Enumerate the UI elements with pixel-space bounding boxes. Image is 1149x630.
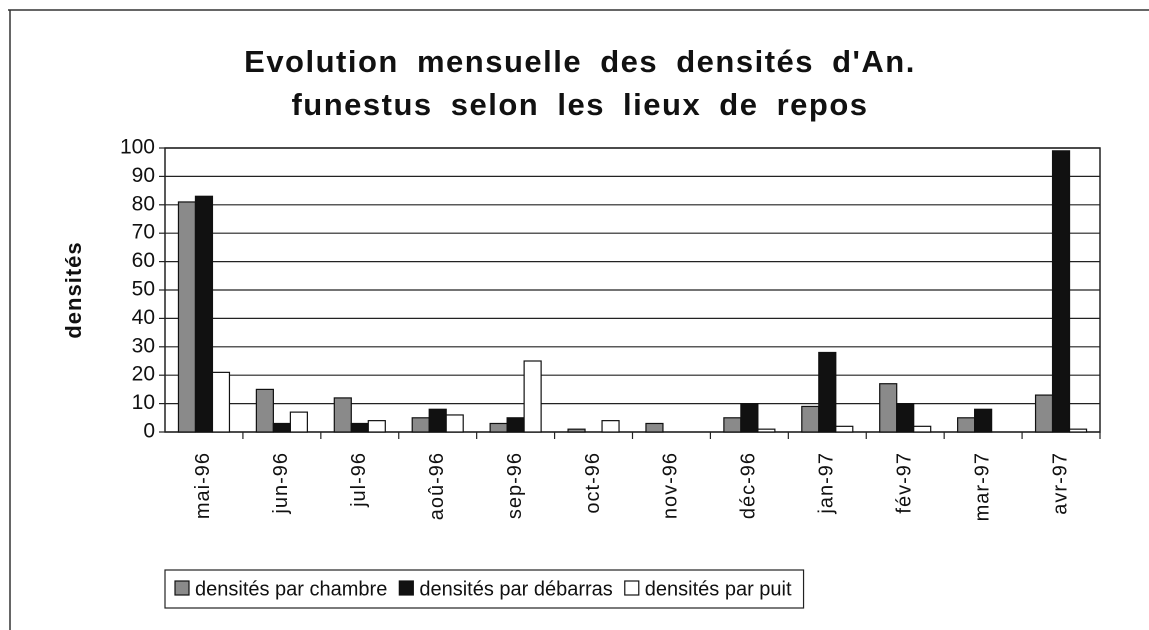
bar — [801, 405, 820, 433]
bar — [835, 425, 854, 433]
legend-swatch — [174, 580, 190, 596]
y-tick-label: 70 — [132, 221, 155, 244]
bar — [350, 422, 369, 433]
x-tick-label: fév-97 — [893, 452, 915, 514]
x-tick-label: nov-96 — [660, 452, 682, 519]
bar — [177, 201, 197, 433]
legend-label: densités par chambre — [195, 578, 387, 600]
bar — [411, 417, 430, 433]
bar — [489, 422, 508, 433]
y-tick-label: 90 — [132, 164, 155, 187]
bar — [723, 417, 742, 433]
legend-frame — [164, 569, 805, 609]
bar — [896, 403, 915, 433]
bar — [974, 408, 993, 433]
bar — [428, 408, 447, 433]
bar — [818, 351, 837, 433]
x-tick-label: sep-96 — [504, 452, 526, 519]
y-tick-label: 10 — [132, 391, 155, 414]
bar — [957, 417, 976, 433]
x-tick-label: jun-96 — [270, 452, 292, 515]
y-tick-label: 20 — [132, 363, 155, 386]
legend-label: densités par débarras — [419, 578, 612, 600]
y-tick-label: 80 — [132, 192, 155, 215]
bar — [289, 411, 308, 433]
y-tick-label: 100 — [120, 136, 155, 159]
y-tick-label: 0 — [143, 420, 155, 443]
x-tick-label: oct-96 — [582, 452, 604, 514]
x-tick-label: jul-96 — [348, 452, 370, 508]
bar — [211, 371, 231, 433]
y-tick-label: 30 — [132, 334, 155, 357]
x-tick-label: mai-96 — [192, 452, 214, 519]
y-tick-label: 60 — [132, 249, 155, 272]
y-tick-label: 50 — [132, 278, 155, 301]
x-tick-label: déc-96 — [738, 452, 760, 519]
bar — [645, 422, 664, 433]
x-tick-label: aoû-96 — [426, 452, 448, 520]
bar — [601, 420, 620, 433]
bar — [879, 383, 898, 433]
bar — [1034, 394, 1054, 433]
legend-label: densités par puit — [645, 578, 792, 600]
bar — [913, 425, 932, 433]
bar — [506, 417, 525, 433]
x-tick-label: mar-97 — [971, 452, 993, 521]
bar — [740, 403, 759, 433]
legend-swatch — [398, 580, 414, 596]
legend-swatch — [624, 580, 640, 596]
bar — [255, 388, 274, 433]
y-tick-label: 40 — [132, 306, 155, 329]
bar — [445, 414, 464, 433]
bar — [367, 420, 386, 433]
bar — [194, 195, 214, 433]
x-tick-label: jan-97 — [816, 452, 838, 515]
bar — [523, 360, 542, 433]
bar — [1051, 150, 1071, 433]
bar — [333, 397, 352, 433]
bar — [567, 428, 586, 433]
bar — [757, 428, 776, 433]
chart-title: Evolution mensuelle des densités d'An. f… — [244, 44, 916, 122]
y-axis-label: densités — [61, 241, 86, 338]
bar — [1068, 428, 1088, 433]
bar — [272, 422, 291, 433]
x-tick-label: avr-97 — [1049, 452, 1071, 515]
